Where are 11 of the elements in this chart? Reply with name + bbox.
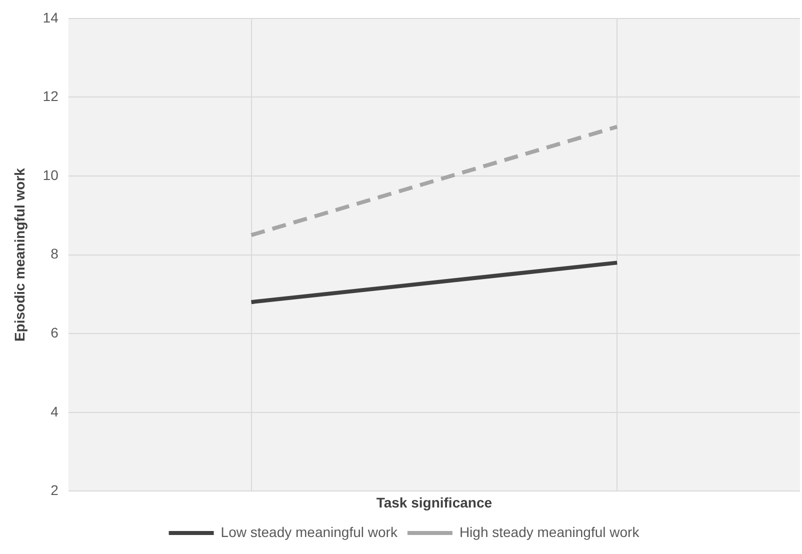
- y-tick-label: 2: [50, 482, 59, 498]
- x-axis-title: Task significance: [376, 494, 492, 510]
- legend-label: High steady meaningful work: [459, 524, 640, 540]
- y-tick-label: 8: [50, 246, 59, 262]
- y-tick-label: 14: [42, 9, 59, 26]
- legend-label: Low steady meaningful work: [220, 524, 398, 540]
- y-axis-title: Episodic meaningful work: [11, 168, 28, 342]
- y-tick-label: 12: [42, 88, 59, 104]
- y-tick-label: 4: [50, 403, 59, 420]
- y-tick-label: 10: [42, 166, 59, 183]
- y-tick-label: 6: [50, 324, 59, 340]
